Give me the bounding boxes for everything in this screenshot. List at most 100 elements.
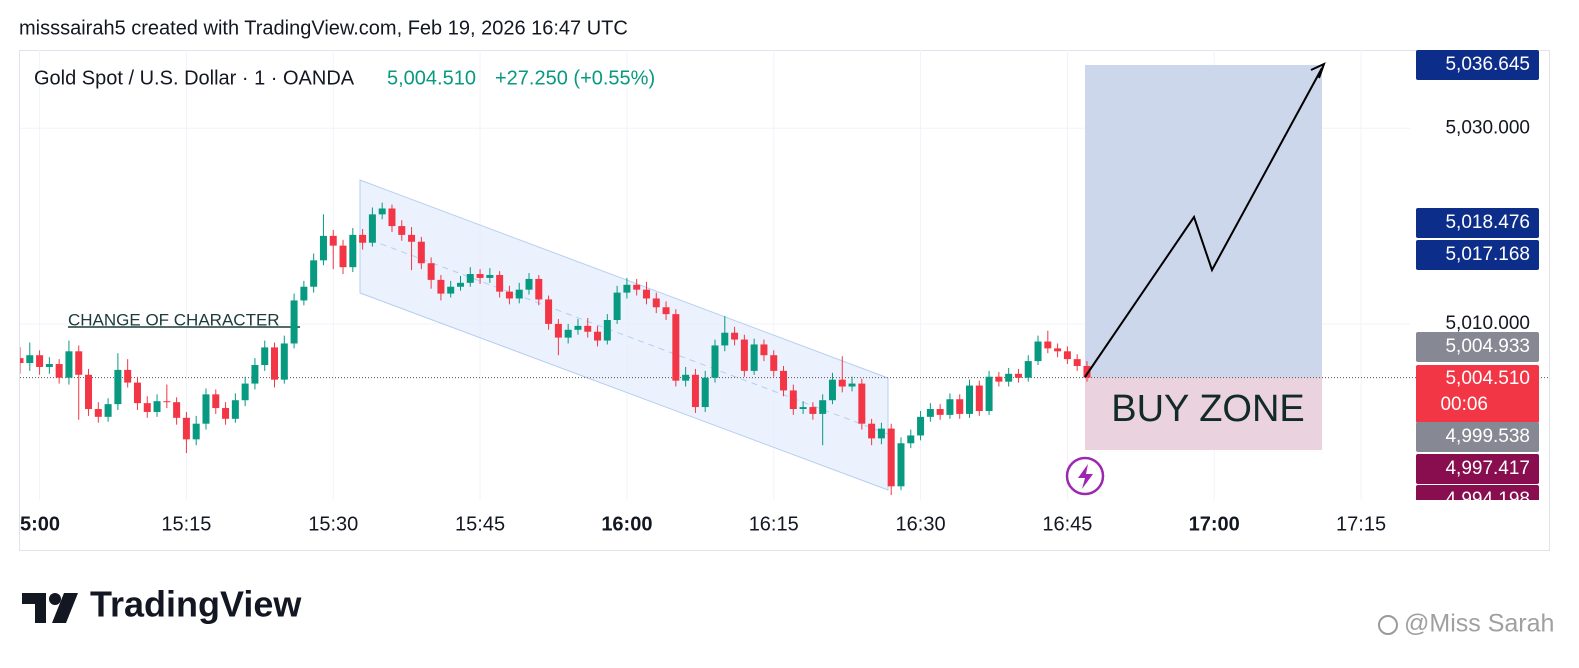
alert-bolt [1078,464,1093,489]
candle-body [437,279,445,294]
candle-body [1063,351,1071,360]
candle-body [486,275,494,278]
y-tick-label: 5,010.000 [1445,313,1530,334]
countdown: 00:06 [1440,394,1488,415]
price-label: 4,994.198 [1445,489,1530,510]
x-tick-label: 15:45 [455,513,505,535]
candle-body [300,286,308,301]
candle-body [1034,341,1042,362]
candle-body [182,417,190,440]
price-labels: 5,036.645 5,018.476 5,017.168 5,004.933 5,00… [1416,50,1539,510]
price-label: 5,004.510 [1445,368,1530,389]
candle-body [721,332,729,346]
candle-body [36,355,44,367]
candle-body [1054,348,1062,352]
candle-body [20,358,24,364]
y-tick-label: 5,030.000 [1445,117,1530,138]
candle-body [212,394,220,409]
candle-body [280,343,288,380]
candle-body [192,423,200,440]
buy-zone [1085,377,1322,450]
buy-zone-label: BUY ZONE [1111,388,1305,430]
candle-body [838,379,846,387]
projection-arrow [1084,67,1323,378]
candle-body [780,370,788,391]
price-label-box [1416,50,1539,80]
candle-body [476,274,484,278]
price-label-box [1416,454,1539,484]
candle-body [554,323,562,338]
candle-body [975,385,983,411]
price-label: 5,017.168 [1445,244,1530,265]
candle-body [319,235,327,261]
candle-body [241,383,249,401]
x-tick-label: 15:30 [308,513,358,535]
last-price: 5,004.510 [387,67,476,89]
x-tick-label: 17:00 [1189,513,1240,535]
candle-body [55,364,63,378]
candle-body [94,409,102,417]
candle-body [819,400,827,414]
candle-body [231,400,239,419]
candle-body [956,399,964,414]
candle-body [613,292,621,320]
candle-body [378,208,386,215]
candle-body [936,409,944,415]
candle-body [545,299,553,324]
candle-body [133,382,141,404]
candle-body [828,379,836,401]
candle-body [877,428,885,439]
target-zone [1085,65,1322,377]
candle-body [290,300,298,344]
price-label: 5,036.645 [1445,54,1530,75]
candle-body [584,325,592,332]
candle-body [163,401,171,403]
candle-body [368,214,376,243]
candle-body [750,344,758,371]
candle-body [359,234,367,243]
candle-body [85,374,93,410]
candle-body [349,234,357,268]
candle-body [652,298,660,308]
candle-body [682,374,690,381]
candle-body [515,289,523,299]
arrow-head [1310,62,1326,79]
price-label: 4,999.538 [1445,426,1530,447]
candle-body [75,351,83,375]
candle-body [672,314,680,381]
candle-body [731,332,739,340]
candle-body [261,347,269,365]
candle-body [701,377,709,408]
candle-body [45,364,53,367]
choch-label: CHANGE OF CHARACTER [68,310,280,329]
header: misssairah5 created with TradingView.com… [19,17,628,39]
candle-body [926,409,934,417]
candle-body [574,325,582,330]
price-label: 5,018.476 [1445,212,1530,233]
candle-body [65,351,73,378]
symbol: Gold Spot / U.S. Dollar · 1 · OANDA [34,67,355,89]
candle-body [995,376,1003,382]
candle-body [1073,359,1081,366]
candle-body [907,435,915,444]
channel [359,179,889,491]
candle-body [408,234,416,242]
tv-logo: TradingView [90,584,302,625]
candle-body [887,428,895,487]
candle-body [427,263,435,280]
tv-logo-icon [22,593,78,623]
candle-body [505,291,513,299]
candle-body [662,307,670,315]
x-tick-label: 16:15 [749,513,799,535]
price-label: 5,004.933 [1445,336,1530,357]
candle-body [711,345,719,378]
candle-body [124,369,132,383]
candle-body [202,394,210,424]
candle-body [271,347,279,380]
candle-body [897,443,905,487]
candle-body [966,385,974,414]
candle-body [114,369,122,405]
watermark-icon [1378,615,1398,635]
candle-body [398,226,406,235]
candle-body [770,355,778,371]
